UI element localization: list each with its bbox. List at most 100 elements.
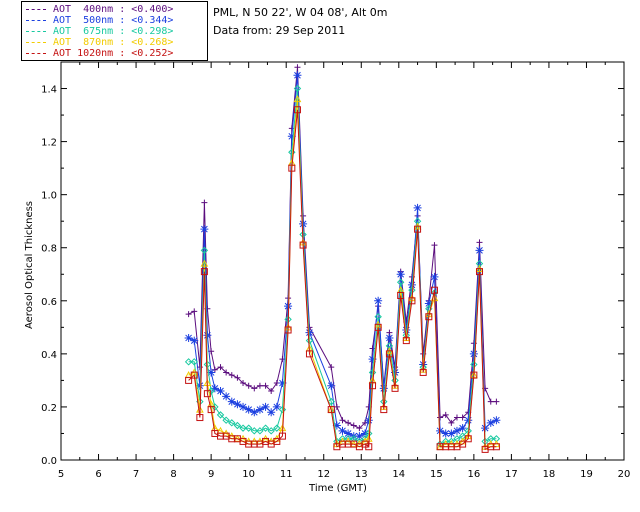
data-point <box>216 387 225 396</box>
data-point <box>374 296 383 305</box>
data-point <box>234 374 241 381</box>
data-point <box>222 416 230 424</box>
y-tick-label: 0.2 <box>41 403 57 414</box>
data-point <box>278 405 287 414</box>
data-point <box>368 355 377 364</box>
data-point <box>339 417 346 424</box>
data-point <box>442 411 449 418</box>
x-tick-label: 9 <box>208 469 214 480</box>
data-point <box>369 382 377 390</box>
data-point <box>305 350 313 358</box>
date-label: Data from: 29 Sep 2011 <box>213 24 346 37</box>
data-point <box>493 398 500 405</box>
x-axis-label: Time (GMT) <box>308 483 367 494</box>
data-point <box>207 368 216 377</box>
legend-item-1020nm: AOT 1020nm : <0.252> <box>22 48 207 59</box>
data-point <box>327 406 335 414</box>
data-point <box>185 376 193 384</box>
data-point <box>191 308 198 315</box>
data-point <box>262 382 269 389</box>
series-aot-400nm <box>185 64 500 432</box>
y-tick-label: 1.4 <box>41 85 57 96</box>
data-point <box>227 397 236 406</box>
data-point <box>469 349 478 358</box>
data-point <box>211 366 218 373</box>
data-point <box>200 268 208 276</box>
x-tick-label: 11 <box>280 469 293 480</box>
data-point <box>223 369 230 376</box>
data-point <box>374 323 382 331</box>
x-tick-label: 8 <box>170 469 176 480</box>
data-point <box>261 424 270 432</box>
data-point <box>287 132 296 141</box>
data-point <box>356 425 363 432</box>
data-point <box>245 382 252 389</box>
data-point <box>402 325 411 334</box>
y-tick-label: 1.2 <box>41 138 57 149</box>
legend-swatch-1020nm <box>26 53 46 54</box>
data-point <box>250 408 259 417</box>
data-point <box>222 392 231 401</box>
data-point <box>239 402 248 411</box>
data-point <box>207 406 215 414</box>
legend-label-675nm: AOT 675nm : <0.298> <box>53 26 174 37</box>
series-aot-500nm <box>184 71 501 441</box>
data-point <box>464 416 473 425</box>
data-point <box>441 429 450 438</box>
data-point <box>278 379 287 388</box>
data-point <box>327 397 335 406</box>
y-axis-label: Aerosol Optical Thickness <box>24 201 35 329</box>
data-point <box>288 164 296 172</box>
data-point <box>272 402 281 411</box>
data-point <box>379 384 388 393</box>
data-point <box>419 368 427 376</box>
data-point <box>200 225 209 234</box>
data-point <box>239 424 247 432</box>
data-point <box>425 313 433 321</box>
data-point <box>207 387 215 395</box>
data-point <box>396 270 405 279</box>
x-tick-label: 13 <box>355 469 368 480</box>
data-point <box>385 333 394 342</box>
legend-label-400nm: AOT 400nm : <0.400> <box>53 4 174 15</box>
data-point <box>261 402 270 411</box>
data-point <box>216 411 225 419</box>
data-point <box>332 421 341 430</box>
data-point <box>299 241 307 249</box>
data-point <box>492 443 500 451</box>
data-point <box>273 437 281 445</box>
data-point <box>196 414 204 422</box>
data-point <box>448 419 455 426</box>
y-tick-label: 0.0 <box>41 456 57 467</box>
data-point <box>475 246 484 255</box>
data-point <box>402 337 410 345</box>
data-point <box>211 403 219 411</box>
data-point <box>452 426 461 435</box>
data-point <box>413 203 422 212</box>
legend-label-1020nm: AOT 1020nm : <0.252> <box>53 48 174 59</box>
data-point <box>293 84 302 93</box>
y-tick-label: 0.6 <box>41 297 57 308</box>
data-point <box>355 432 364 441</box>
data-point <box>333 403 340 410</box>
data-point <box>293 71 302 80</box>
data-point <box>256 382 263 389</box>
legend-item-870nm: AOT 870nm : <0.268> <box>22 37 207 48</box>
data-point <box>217 364 224 371</box>
data-point <box>201 199 208 206</box>
data-point <box>294 64 301 71</box>
data-point <box>475 268 483 276</box>
x-tick-label: 17 <box>505 469 518 480</box>
station-label: PML, N 50 22', W 04 08', Alt 0m <box>213 6 388 19</box>
x-tick-label: 12 <box>317 469 330 480</box>
data-point <box>251 385 258 392</box>
data-point <box>391 384 399 392</box>
series-aot-1020nm <box>185 106 500 453</box>
data-point <box>203 390 211 398</box>
data-point <box>459 414 466 421</box>
x-tick-label: 14 <box>392 469 405 480</box>
legend-item-675nm: AOT 675nm : <0.298> <box>22 26 207 37</box>
data-point <box>233 421 242 430</box>
series-aot-870nm <box>184 95 501 450</box>
data-point <box>374 313 382 321</box>
